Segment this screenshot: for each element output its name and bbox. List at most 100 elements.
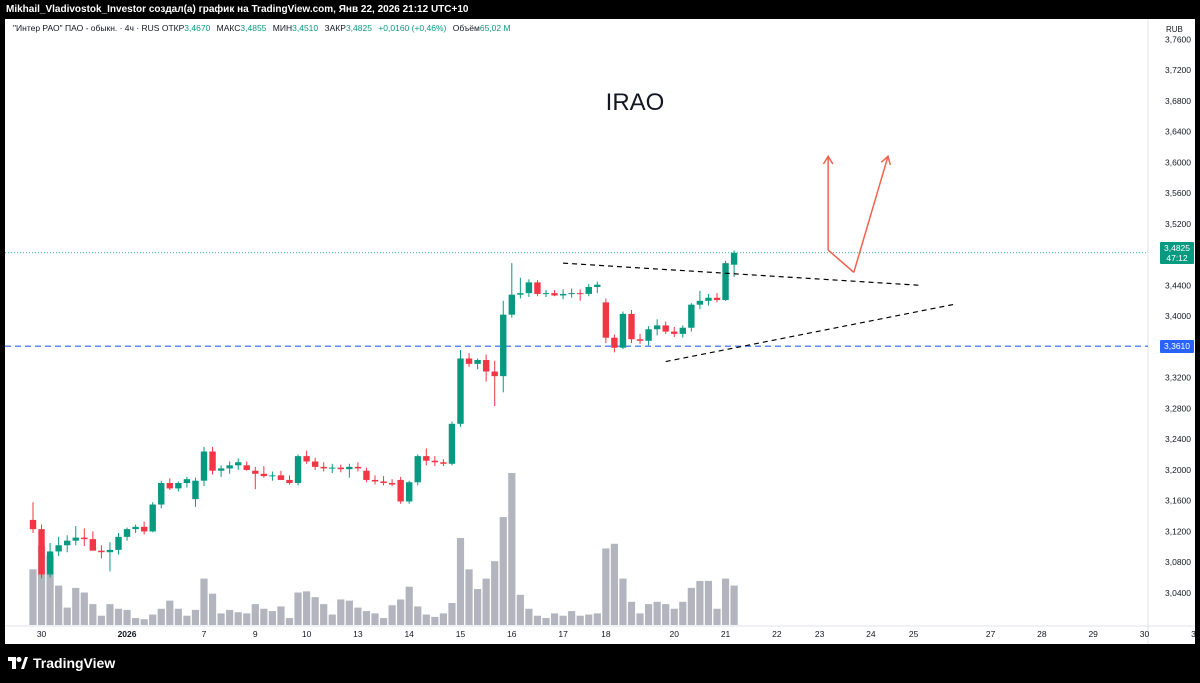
triangle-upper-line	[563, 262, 923, 287]
tradingview-logo-text: TradingView	[33, 655, 116, 671]
volume-bar	[234, 612, 242, 625]
y-tick-label: 3,2400	[1165, 434, 1191, 444]
candle-body	[448, 423, 456, 464]
volume-bar	[627, 601, 636, 625]
high-value: 3,4855	[240, 23, 267, 33]
volume-bar	[610, 543, 618, 625]
candle-body	[320, 466, 327, 469]
candle-body	[354, 466, 362, 469]
candle-body	[149, 504, 156, 532]
triangle-lower-line	[665, 303, 957, 363]
candle-body	[688, 304, 695, 328]
volume-bar	[37, 546, 46, 625]
candle-body	[653, 325, 661, 330]
last-price-value: 3,4825	[1164, 242, 1190, 253]
volume-bar	[251, 604, 259, 625]
volume-bar	[362, 611, 371, 625]
candle-body	[388, 483, 396, 485]
volume-bar	[217, 613, 225, 625]
y-tick-label: 3,1200	[1165, 526, 1191, 536]
candle-body	[628, 313, 635, 340]
candle-body	[431, 460, 439, 463]
attribution-bar: Mikhail_Vladivostok_Investor создал(а) г…	[6, 4, 469, 15]
volume-bar	[149, 614, 157, 625]
chart-canvas[interactable]: 3,0400 3,0800 3,1200 3,1600 3,2000 3,2400 3,28…	[5, 19, 1195, 644]
volume-bar	[687, 587, 695, 625]
tradingview-logo[interactable]: TradingView	[8, 655, 115, 671]
volume-bar	[166, 600, 174, 625]
volume-bar	[482, 578, 490, 625]
chart-panel[interactable]: 3,0400 3,0800 3,1200 3,1600 3,2000 3,2400 3,28…	[5, 19, 1195, 644]
x-tick-label: 18	[601, 629, 611, 639]
x-tick-label: 17	[558, 629, 568, 639]
candle-body	[106, 549, 114, 553]
candle-body	[713, 297, 721, 301]
volume-bar	[721, 578, 730, 625]
candle-body	[406, 482, 413, 502]
candle-body	[183, 479, 191, 484]
candle-body	[192, 480, 199, 500]
volume-bar	[388, 605, 396, 625]
currency-label[interactable]: RUB	[1166, 25, 1183, 34]
x-tick-label: 7	[202, 629, 207, 639]
candle-body	[474, 360, 481, 364]
volume-bar	[405, 586, 413, 625]
volume-bar	[183, 615, 191, 625]
volume-bar	[542, 618, 550, 625]
low-value: 3,4510	[292, 23, 319, 33]
close-label: ЗАКР	[324, 23, 346, 33]
y-tick-label: 3,3200	[1165, 373, 1191, 383]
x-tick-label: 24	[866, 629, 876, 639]
x-tick-label: 9	[253, 629, 258, 639]
candle-body	[508, 294, 515, 315]
candle-body	[371, 479, 379, 482]
candle-body	[158, 483, 165, 505]
volume-bar	[568, 611, 576, 625]
volume-bar	[226, 609, 234, 625]
candle-body	[294, 456, 302, 484]
candle-body	[115, 536, 122, 550]
candle-body	[209, 451, 216, 471]
candle-body	[465, 358, 473, 364]
reference-price-badge: 3,3610	[1160, 339, 1194, 353]
volume-bar	[328, 614, 336, 625]
candle-body	[414, 456, 421, 483]
candle-body	[175, 483, 182, 489]
candle-body	[363, 470, 370, 480]
volume-bar	[602, 548, 610, 625]
x-tick-label: 20	[670, 629, 680, 639]
volume-bar	[696, 580, 704, 625]
volume-bar	[208, 593, 217, 625]
volume-bar	[576, 615, 584, 625]
volume-bar	[46, 555, 54, 625]
candle-body	[491, 371, 498, 377]
symbol-name[interactable]: "Интер РАО" ПАО - обыкн. · 4ч · RUS	[13, 23, 160, 33]
last-price-badge: 3,4825 47:12	[1160, 241, 1194, 264]
high-label: МАКС	[216, 23, 241, 33]
open-value: 3,4670	[184, 23, 211, 33]
volume-bar	[191, 609, 200, 625]
candle-body	[551, 293, 558, 296]
x-tick-label: 16	[507, 629, 517, 639]
volume-bar	[303, 591, 311, 625]
volume-bar	[730, 585, 738, 625]
x-tick-label: 30	[1140, 629, 1150, 639]
volume-bar	[200, 578, 208, 625]
volume-bar	[157, 608, 165, 625]
volume-bar	[653, 601, 661, 625]
volume-bar	[260, 608, 268, 625]
tradingview-logo-icon	[8, 657, 28, 669]
candle-body	[705, 297, 712, 301]
volume-bar	[448, 602, 456, 625]
volume-bar	[525, 608, 533, 625]
volume-bar	[243, 613, 251, 625]
volume-bar	[422, 614, 430, 625]
candle-body	[662, 325, 669, 332]
candle-body	[200, 451, 208, 481]
candle-body	[619, 313, 627, 348]
candle-body	[671, 331, 678, 334]
volume-bar	[550, 613, 559, 625]
forecast-arrow-head-2	[880, 154, 892, 166]
candle-body	[166, 483, 173, 489]
